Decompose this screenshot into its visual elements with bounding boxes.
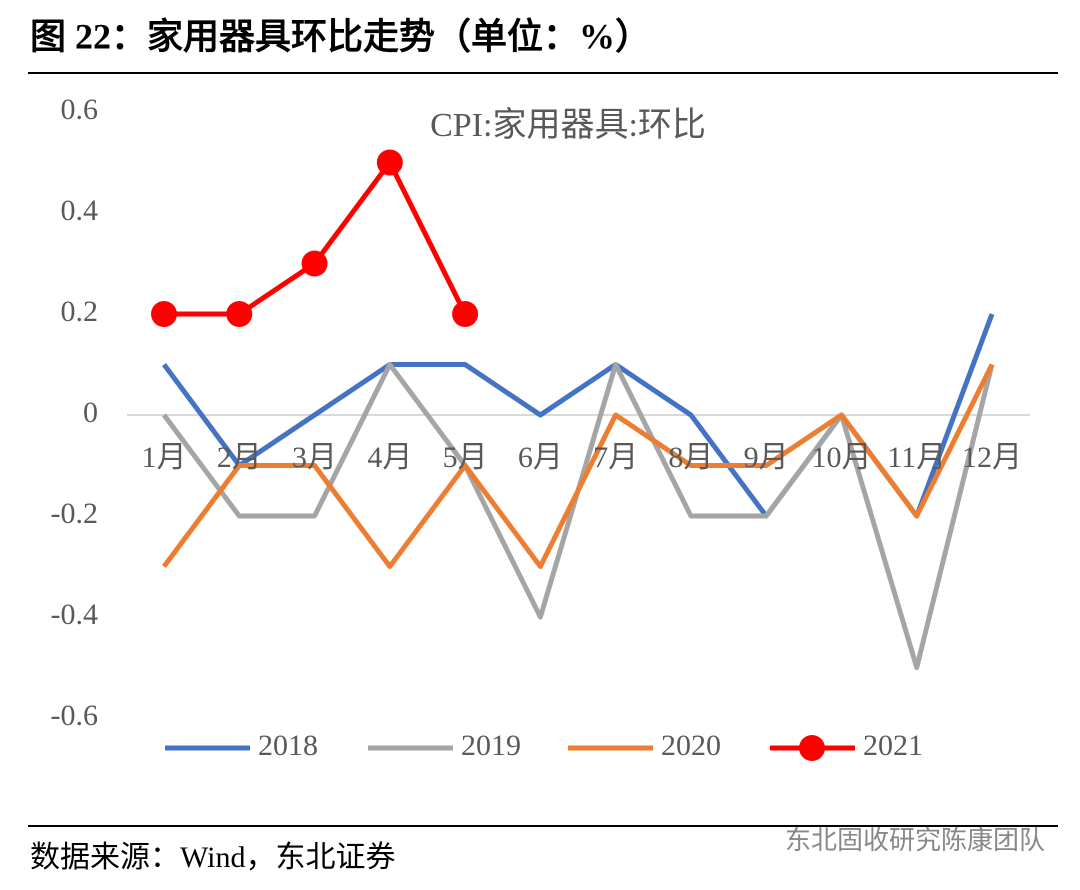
x-tick-label: 4月 [367,441,412,474]
x-tick-label: 10月 [811,441,871,474]
y-tick-label: 0.4 [61,194,99,227]
figure-title: 图 22：家用器具环比走势（单位：%） [30,16,651,56]
series-line [161,363,995,569]
point-marker [301,250,328,277]
x-tick-label: 8月 [668,441,713,474]
y-tick-label: 0.6 [61,93,99,126]
series-line [161,362,995,670]
y-tick-label: 0.2 [61,295,99,328]
source: 数据来源：Wind，东北证券 [30,841,395,874]
x-tick-label: 12月 [962,441,1022,474]
legend-label: 2018 [258,729,318,762]
x-tick-label: 5月 [443,441,488,474]
x-tick-label: 7月 [593,441,638,474]
x-tick-label: 11月 [887,441,946,474]
x-tick-label: 9月 [744,441,789,474]
x-tick-label: 6月 [518,441,563,474]
x-tick-label: 1月 [142,441,187,474]
series-line [164,160,468,317]
point-marker [376,149,403,176]
watermark: 东北固收研究陈康团队 [785,826,1045,855]
legend-label: 2019 [461,729,521,762]
y-tick-label: -0.4 [51,598,99,631]
legend-label: 2021 [863,729,923,762]
y-tick-label: -0.2 [51,497,99,530]
point-marker [452,301,479,327]
x-tick-label: 2月 [217,441,262,474]
y-tick-label: 0 [83,396,98,429]
legend-marker [799,735,825,761]
y-tick-label: -0.6 [51,699,99,732]
chart-title: CPI:家用器具:环比 [430,106,706,144]
x-tick-label: 3月 [292,441,337,474]
legend-label: 2020 [661,729,721,762]
point-marker [226,301,253,327]
point-marker [151,301,177,327]
